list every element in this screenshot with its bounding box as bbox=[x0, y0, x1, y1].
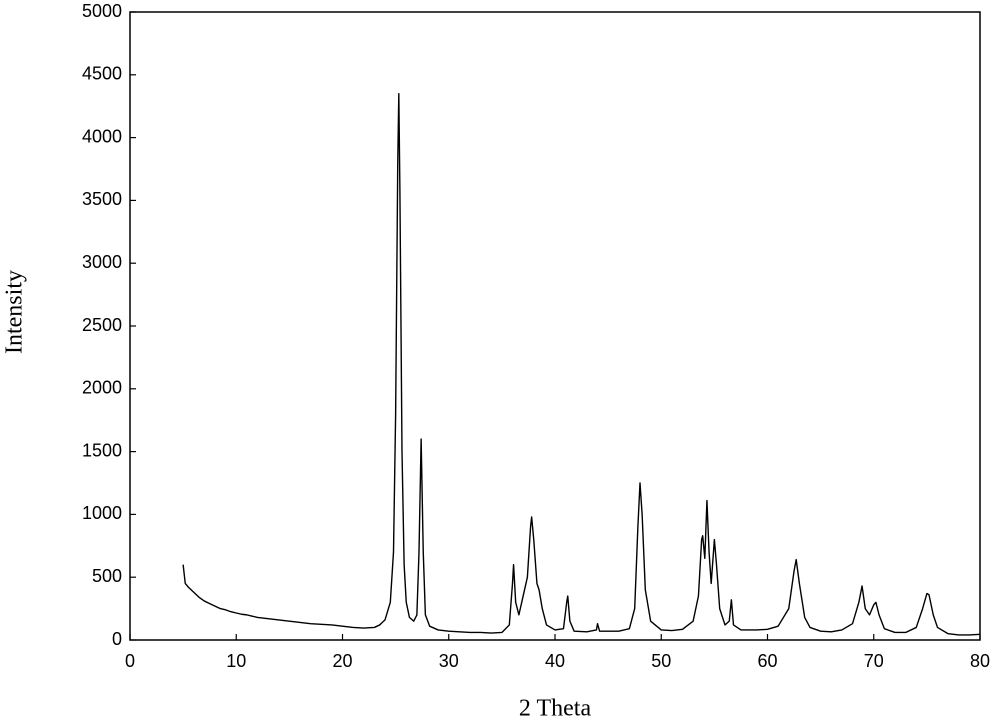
y-tick-label: 3500 bbox=[82, 189, 122, 209]
x-tick-label: 40 bbox=[545, 651, 565, 671]
x-tick-label: 30 bbox=[439, 651, 459, 671]
y-tick-label: 0 bbox=[112, 629, 122, 649]
x-tick-label: 50 bbox=[651, 651, 671, 671]
y-tick-label: 4500 bbox=[82, 64, 122, 84]
y-tick-label: 4000 bbox=[82, 126, 122, 146]
x-tick-label: 70 bbox=[864, 651, 884, 671]
x-tick-label: 10 bbox=[226, 651, 246, 671]
x-tick-label: 0 bbox=[125, 651, 135, 671]
y-tick-label: 2500 bbox=[82, 315, 122, 335]
x-tick-label: 20 bbox=[332, 651, 352, 671]
y-axis-label: Intensity bbox=[2, 270, 28, 354]
x-tick-label: 80 bbox=[970, 651, 990, 671]
y-tick-label: 1500 bbox=[82, 440, 122, 460]
y-tick-label: 2000 bbox=[82, 378, 122, 398]
data-line bbox=[182, 92, 981, 636]
y-tick-label: 3000 bbox=[82, 252, 122, 272]
y-tick-label: 5000 bbox=[82, 1, 122, 21]
plot-frame bbox=[129, 11, 981, 641]
x-axis-label: 2 Theta bbox=[519, 696, 592, 722]
y-tick-label: 500 bbox=[92, 566, 122, 586]
y-tick-label: 1000 bbox=[82, 503, 122, 523]
x-tick-label: 60 bbox=[757, 651, 777, 671]
